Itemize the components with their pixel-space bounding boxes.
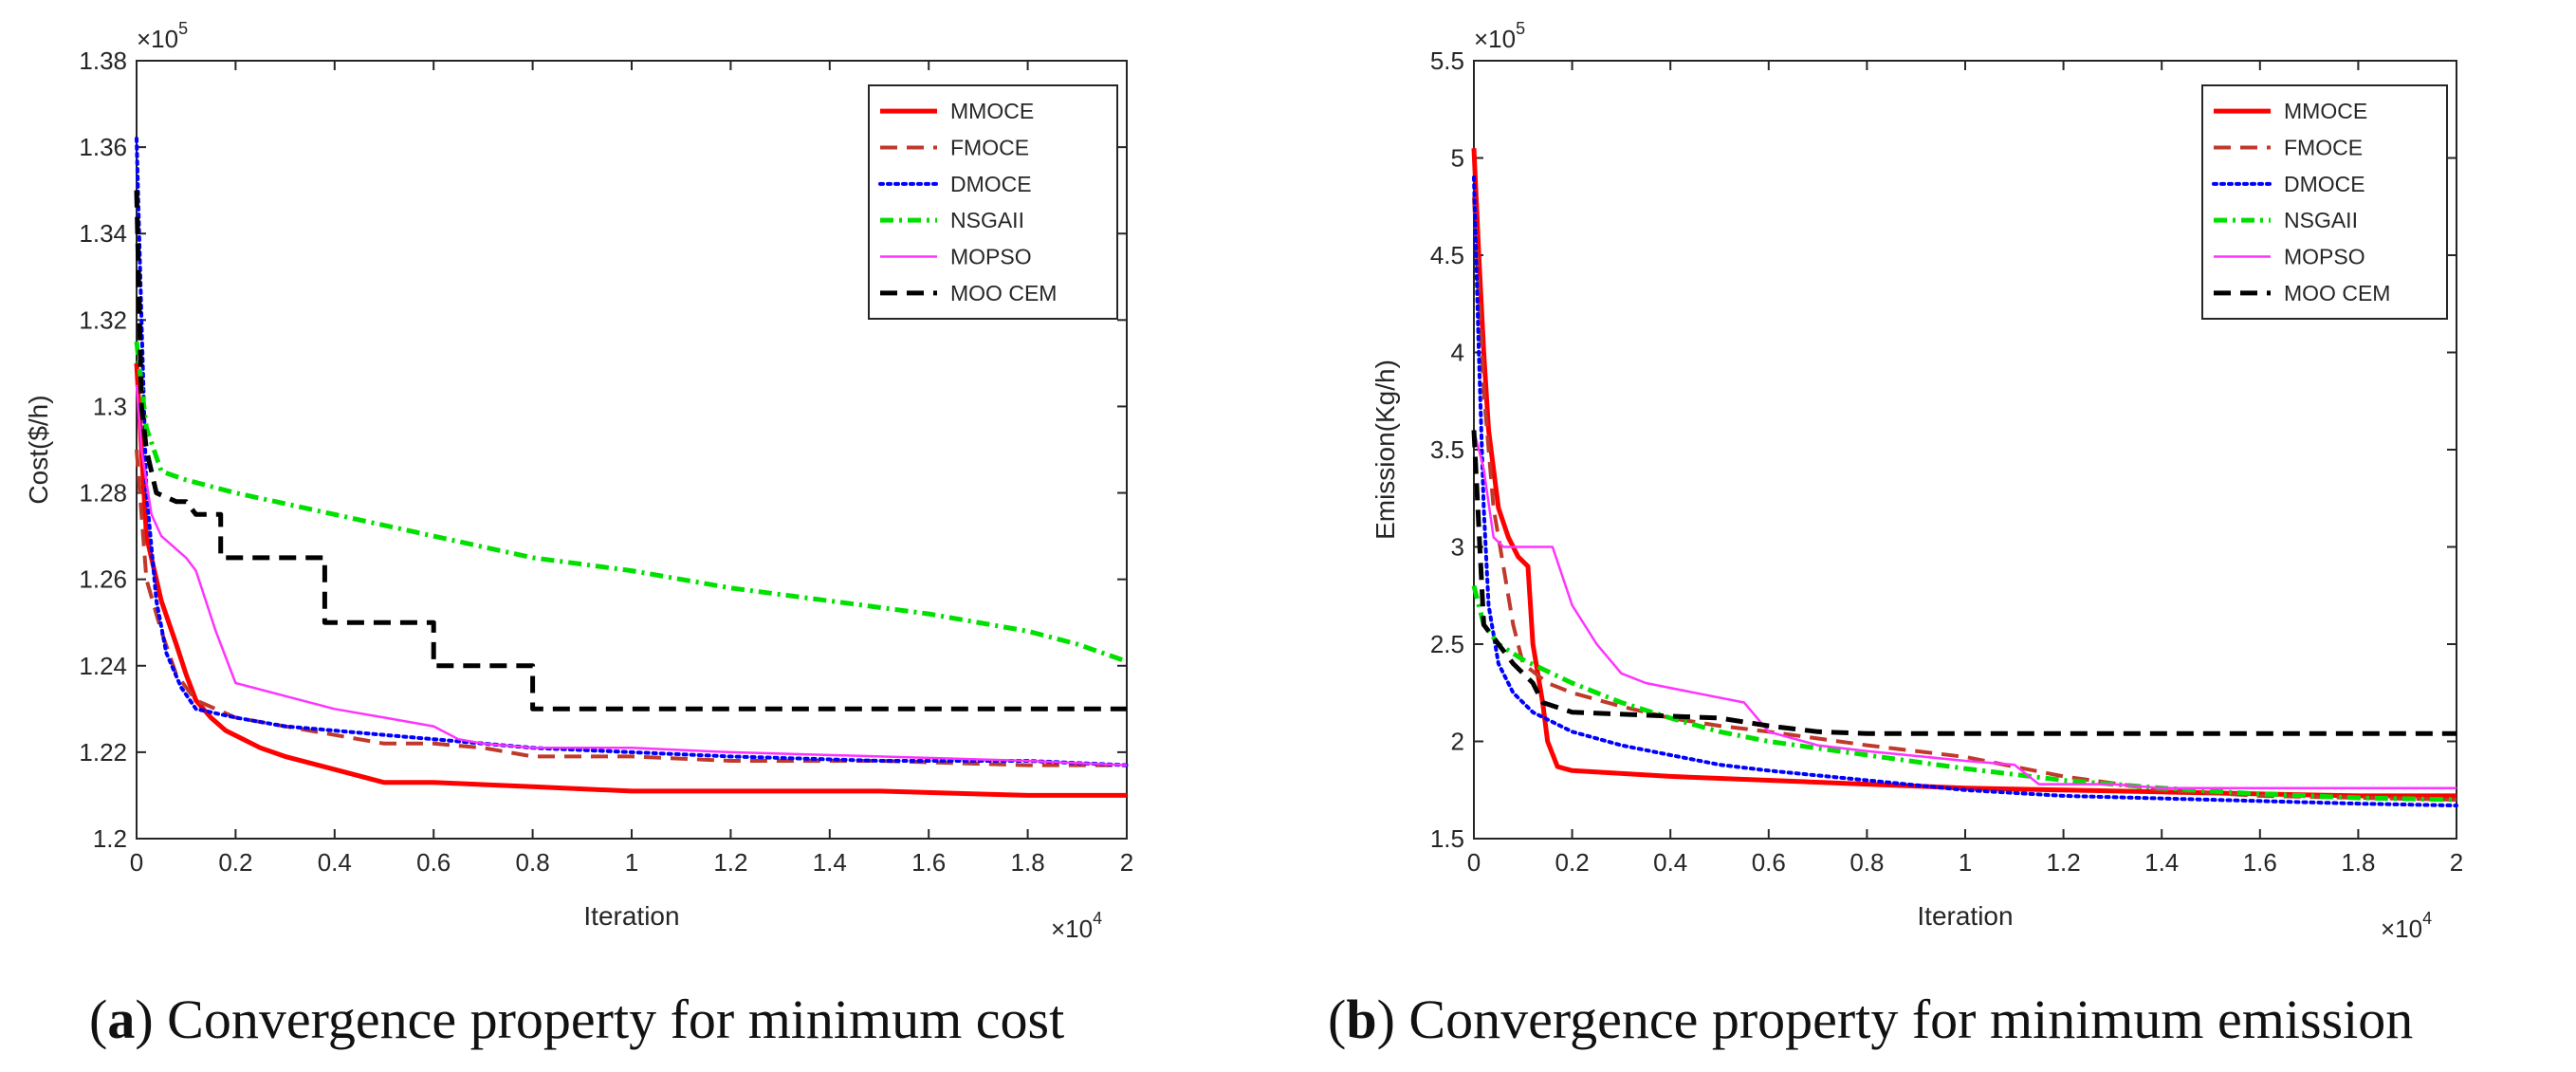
y-tick-label: 1.28: [79, 479, 127, 508]
panel-b-y-exponent: ×105: [1474, 19, 1525, 53]
y-tick-label: 1.26: [79, 565, 127, 594]
panel-a-y-exponent: ×105: [137, 19, 188, 53]
series-line-dmoce: [135, 137, 1129, 767]
panel-a-ticks: 0 0.2 0.4 0.6 0.8 1 1.2 1.4 1.6 1.8 2 1.2 1.22 1.24 1.…: [79, 46, 1133, 877]
x-tick-label: 1.6: [2243, 848, 2277, 877]
series-line-nsgaii: [134, 341, 1128, 664]
panel-b-ticks: 0 0.2 0.4 0.6 0.8 1 1.2 1.4 1.6 1.8 2 1.5 2 2.5 3 3.5 4 4…: [1430, 46, 2463, 877]
panel-a-caption: (a) Convergence property for minimum cos…: [89, 989, 1064, 1050]
y-tick-label: 1.38: [79, 46, 127, 75]
panel-b-x-axis-label: Iteration: [1917, 901, 2013, 931]
panel-b-x-exponent: ×104: [2381, 909, 2432, 943]
x-tick-label: 0.8: [1849, 848, 1884, 877]
series-line-mmoce: [134, 362, 1127, 798]
y-tick-label: 4: [1451, 339, 1464, 367]
x-tick-label: 1.2: [2047, 848, 2081, 877]
panel-a-x-exponent: ×104: [1051, 909, 1102, 943]
legend-label: MMOCE: [950, 99, 1034, 123]
series-line-moo-cem: [1471, 430, 2456, 736]
x-tick-label: 0: [1467, 848, 1481, 877]
panel-b-chart: 0 0.2 0.4 0.6 0.8 1 1.2 1.4 1.6 1.8 2 1.5 2 2.5 3 3.5 4 4…: [1328, 19, 2463, 1050]
y-tick-label: 1.36: [79, 133, 127, 161]
y-tick-label: 3: [1451, 533, 1464, 562]
legend-label: FMOCE: [2284, 136, 2363, 160]
x-tick-label: 1.2: [713, 848, 747, 877]
panel-a-y-axis-label: Cost($/h): [24, 395, 53, 504]
legend-label: MMOCE: [2284, 99, 2367, 123]
y-tick-label: 4.5: [1430, 241, 1464, 269]
panel-b-series: [1471, 148, 2458, 808]
legend-label: MOO CEM: [2284, 281, 2390, 305]
legend-label: DMOCE: [950, 172, 1032, 196]
legend-box: [2201, 84, 2448, 320]
series-line-dmoce: [1472, 176, 2458, 808]
panel-a-legend: MMOCE FMOCE DMOCE NSGAII MOPSO MOO CEM: [868, 84, 1118, 320]
y-tick-label: 1.2: [93, 824, 127, 853]
series-line-moo-cem: [134, 190, 1127, 712]
x-tick-label: 2: [2450, 848, 2463, 877]
y-tick-label: 2: [1451, 728, 1464, 756]
panel-a-chart: 0 0.2 0.4 0.6 0.8 1 1.2 1.4 1.6 1.8 2 1.2 1.22 1.24 1.…: [24, 19, 1133, 1050]
y-tick-label: 1.3: [93, 392, 127, 420]
x-tick-label: 1.8: [2341, 848, 2375, 877]
legend-label: NSGAII: [2284, 208, 2358, 232]
x-tick-label: 0.2: [218, 848, 252, 877]
panel-a-x-axis-label: Iteration: [583, 901, 679, 931]
legend-label: MOPSO: [950, 245, 1032, 269]
series-line-mopso: [135, 384, 1128, 767]
legend-label: MOO CEM: [950, 281, 1057, 305]
x-tick-label: 1: [625, 848, 638, 877]
y-tick-label: 1.34: [79, 219, 127, 248]
x-tick-label: 0.6: [416, 848, 451, 877]
x-tick-label: 1.8: [1011, 848, 1045, 877]
x-tick-label: 0.2: [1555, 848, 1590, 877]
x-tick-label: 1.6: [911, 848, 946, 877]
legend-label: NSGAII: [950, 208, 1024, 232]
x-tick-label: 0.4: [318, 848, 352, 877]
y-tick-label: 2.5: [1430, 630, 1464, 658]
legend-label: DMOCE: [2284, 172, 2365, 196]
legend-label: MOPSO: [2284, 245, 2365, 269]
x-tick-label: 0.8: [516, 848, 550, 877]
y-tick-label: 1.5: [1430, 824, 1464, 853]
x-tick-label: 1.4: [813, 848, 847, 877]
y-tick-label: 3.5: [1430, 435, 1464, 464]
x-tick-label: 0.6: [1752, 848, 1786, 877]
y-tick-label: 1.32: [79, 305, 127, 334]
x-tick-label: 0: [130, 848, 143, 877]
y-tick-label: 1.22: [79, 738, 127, 767]
legend-label: FMOCE: [950, 136, 1029, 160]
x-tick-label: 0.4: [1653, 848, 1687, 877]
series-line-mopso: [1472, 430, 2456, 789]
y-tick-label: 1.24: [79, 652, 127, 680]
series-line-nsgaii: [1471, 584, 2457, 803]
panel-b-legend: MMOCE FMOCE DMOCE NSGAII MOPSO MOO CEM: [2201, 84, 2448, 320]
panel-b-caption: (b) Convergence property for minimum emi…: [1328, 989, 2413, 1050]
series-line-mmoce: [1471, 148, 2456, 799]
panel-a-series: [134, 137, 1129, 798]
x-tick-label: 1: [1959, 848, 1972, 877]
x-tick-label: 2: [1120, 848, 1133, 877]
x-tick-label: 1.4: [2144, 848, 2179, 877]
y-tick-label: 5: [1451, 144, 1464, 173]
panel-b-y-axis-label: Emission(Kg/h): [1371, 360, 1400, 540]
legend-box: [868, 84, 1118, 320]
y-tick-label: 5.5: [1430, 46, 1464, 75]
